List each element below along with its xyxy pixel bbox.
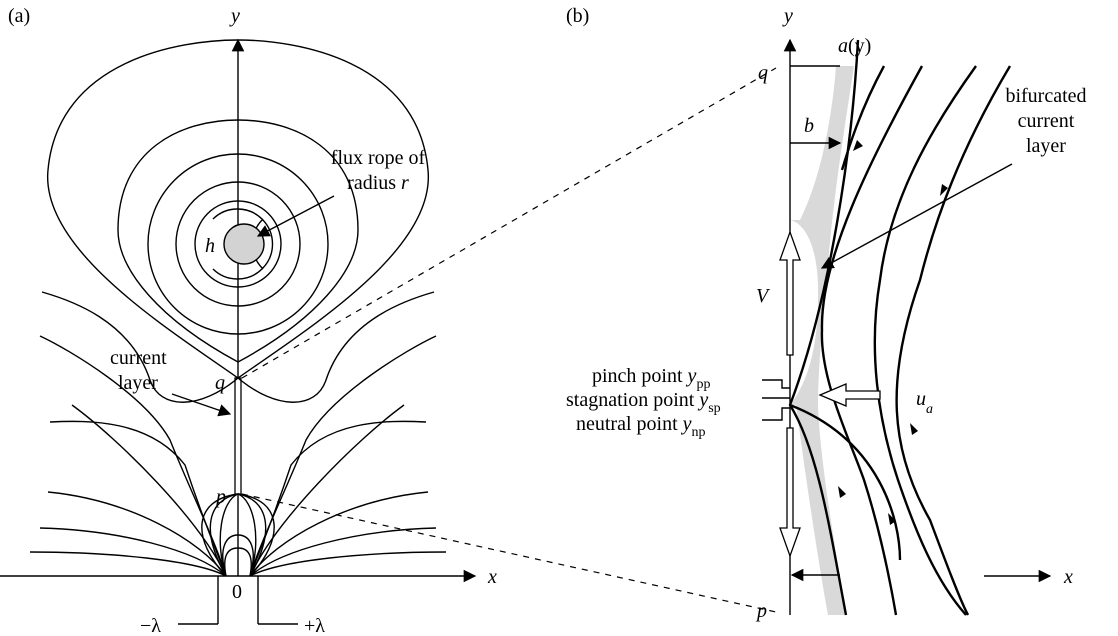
pinch-point-leader (762, 379, 790, 389)
stagnation-point-label: stagnation point ysp (566, 389, 721, 416)
h-label: h (205, 235, 215, 257)
ua-inflow-arrow (818, 383, 881, 407)
q-label-a: q (215, 372, 225, 394)
y-axis-a-label: y (229, 5, 240, 27)
field-line-3 (873, 65, 977, 616)
neutral-point-label: neutral point ynp (576, 413, 706, 440)
arcade-field-lines (201, 493, 275, 577)
field-arrow-4 (838, 486, 846, 498)
current-layer-pointer (171, 393, 232, 417)
zoom-connector-top (241, 67, 777, 379)
panel-a: (a) x y 0 h flux rope of radius r q p cu… (0, 5, 497, 636)
current-layer-a (234, 377, 242, 495)
neutral-point-leader (762, 407, 790, 421)
flux-rope (223, 223, 265, 265)
field-arrow-2 (940, 184, 948, 196)
plus-lambda-label: +λ (304, 615, 325, 636)
field-arrow-3 (888, 513, 896, 525)
panel-a-tag: (a) (8, 5, 30, 27)
flux-rope-label-line1: flux rope of (331, 147, 426, 169)
v-label: V (756, 285, 771, 307)
bifurcated-layer-shading (789, 66, 854, 615)
panel-b-tag: (b) (566, 5, 589, 27)
bifurcated-pointer (820, 163, 1013, 269)
x-axis-b-label: x (1063, 566, 1073, 588)
current-layer-label-line1: current (110, 347, 167, 369)
field-line-4 (895, 65, 1012, 616)
open-field-lines-right (237, 291, 447, 577)
bifurcated-label-line2: current (1018, 110, 1075, 132)
minus-lambda-label: −λ (140, 615, 161, 636)
separatrix-a-y (788, 39, 860, 616)
origin-label: 0 (232, 581, 242, 603)
flux-rope-field-lines (47, 39, 429, 379)
bifurcated-label-line1: bifurcated (1005, 85, 1086, 107)
field-arrow-5 (910, 423, 918, 435)
field-line-2 (820, 65, 924, 616)
x-axis-a-label: x (487, 566, 497, 588)
q-label-b: q (758, 62, 768, 84)
field-arrow-1 (853, 140, 863, 151)
a-y-label: a(y) (838, 35, 871, 57)
field-line-5 (789, 403, 902, 561)
bifurcated-label-line3: layer (1026, 135, 1066, 157)
pinch-point-label: pinch point ypp (592, 365, 710, 392)
ua-label: ua (916, 388, 933, 417)
p-label-a: p (214, 486, 226, 508)
panel-b: (b) y q p a(y) b V ua (566, 5, 1087, 622)
zoom-connector-bottom (241, 493, 777, 613)
b-label: b (804, 115, 814, 137)
current-layer-label-line2: layer (118, 372, 158, 394)
v-down-arrow (779, 427, 801, 558)
open-field-lines-left (29, 291, 239, 577)
field-line-1 (840, 65, 886, 171)
p-label-b: p (755, 600, 767, 622)
y-axis-b-label: y (782, 5, 793, 27)
flux-rope-pointer (256, 195, 335, 237)
v-up-arrow (779, 230, 801, 356)
flux-rope-label-line2: radius r (347, 172, 409, 194)
